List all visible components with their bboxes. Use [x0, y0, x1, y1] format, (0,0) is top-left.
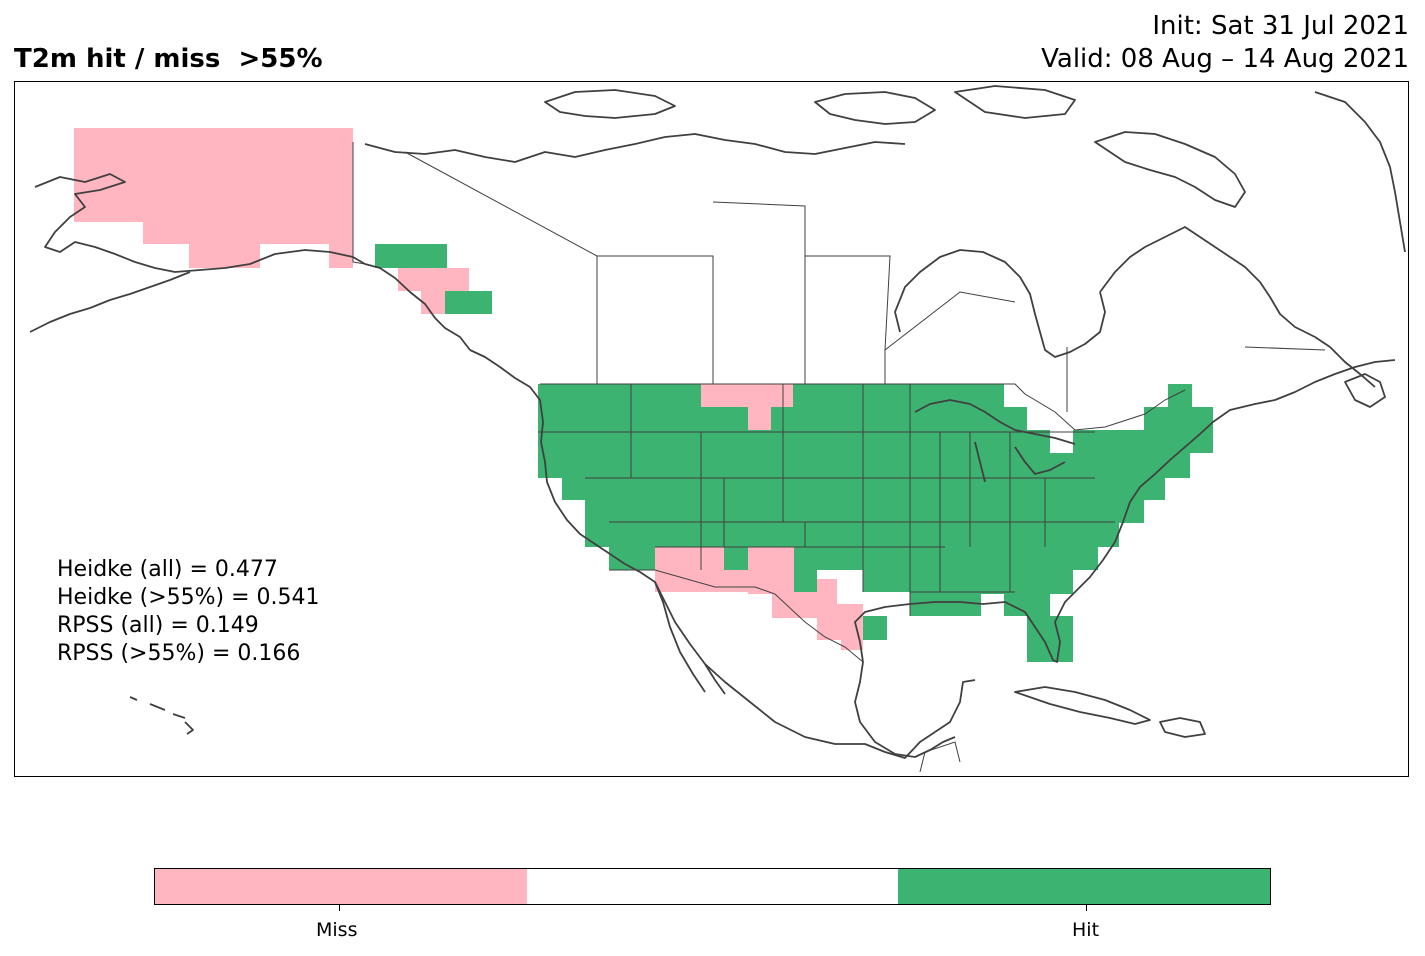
colorbar-tick-miss	[339, 905, 340, 911]
alaska-canada-border	[352, 142, 366, 265]
colorbar-miss	[155, 869, 527, 904]
mexico-gulf	[854, 661, 956, 758]
gulf-coast	[854, 359, 1396, 663]
cuba	[1014, 686, 1151, 725]
hawaii	[129, 696, 194, 735]
colorbar-neutral	[526, 869, 899, 904]
arctic-islands-2	[814, 91, 936, 125]
baja	[654, 581, 706, 693]
mexico-us-border	[609, 569, 864, 663]
hit-tx-coast	[863, 616, 887, 640]
aleutians	[29, 271, 191, 333]
arctic-islands-3	[954, 85, 1076, 119]
central-america	[919, 741, 961, 773]
valid-period: Valid: 08 Aug – 14 Aug 2021	[1041, 44, 1409, 74]
map-canvas	[29, 85, 1406, 773]
colorbar-label-hit: Hit	[1072, 919, 1100, 941]
date-info: Init: Sat 31 Jul 2021 Valid: 08 Aug – 14…	[1041, 10, 1409, 76]
heidke-all: Heidke (all) = 0.477	[57, 557, 278, 582]
yucatan	[934, 679, 976, 733]
skill-scores: Heidke (all) = 0.477 Heidke (>55%) = 0.5…	[57, 556, 320, 668]
hit-se-alaska	[375, 244, 492, 314]
colorbar	[154, 868, 1271, 905]
init-date: Init: Sat 31 Jul 2021	[1152, 11, 1409, 41]
colorbar-tick-hit	[1086, 905, 1087, 911]
rpss-55: RPSS (>55%) = 0.166	[57, 641, 301, 666]
miss-bc-coast	[398, 268, 469, 314]
pacific-coast	[469, 349, 726, 695]
heidke-55: Heidke (>55%) = 0.541	[57, 585, 320, 610]
alaska-coast	[34, 173, 471, 351]
rpss-all: RPSS (all) = 0.149	[57, 613, 259, 638]
us-states-v	[630, 384, 1046, 616]
us-states-h	[538, 431, 1115, 593]
coastlines	[29, 85, 1406, 759]
colorbar-hit	[898, 869, 1271, 904]
borders	[352, 142, 1326, 773]
mexico-west	[704, 663, 936, 759]
arctic-coast	[364, 133, 906, 163]
hudson-bay	[894, 249, 1106, 358]
hispaniola	[1159, 717, 1206, 738]
great-lakes	[914, 399, 1076, 483]
hit-conus	[538, 384, 1213, 662]
miss-alaska	[74, 128, 353, 268]
colorbar-label-miss: Miss	[316, 919, 358, 941]
chart-title: T2m hit / miss >55%	[14, 44, 323, 74]
newfoundland	[1344, 373, 1386, 408]
map-panel	[14, 81, 1409, 777]
miss-southwest	[655, 547, 863, 650]
greenland-edge	[1314, 91, 1406, 253]
labrador	[1099, 226, 1376, 388]
arctic-islands-1	[544, 89, 676, 119]
canada-provinces	[404, 151, 1326, 412]
us-canada-border	[540, 383, 1186, 431]
baffin	[1094, 131, 1246, 208]
hit-cells	[375, 244, 1213, 662]
